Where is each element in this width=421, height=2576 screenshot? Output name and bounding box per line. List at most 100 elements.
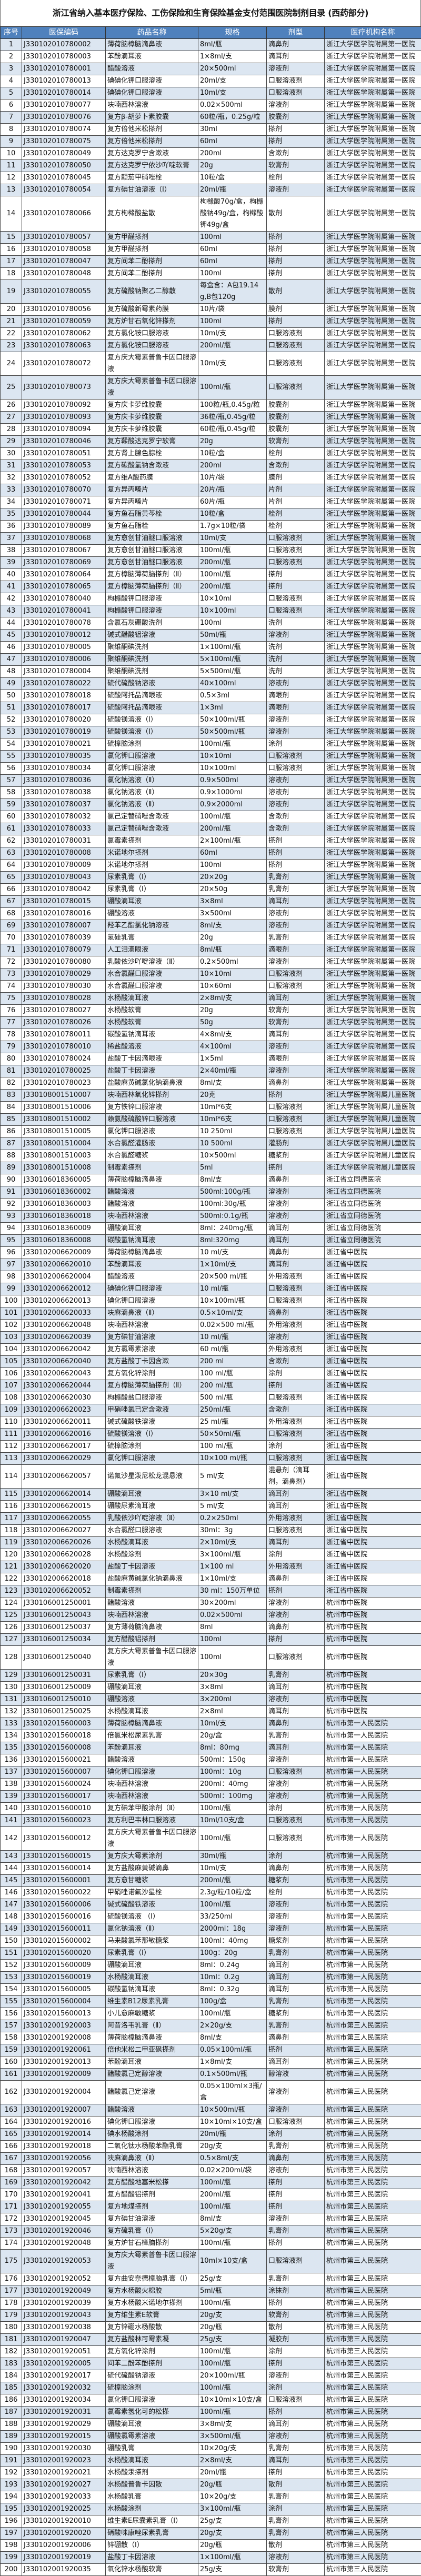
cell-spec: 500ml：150g <box>198 1754 267 1766</box>
cell-institution: 浙江大学医学院附属儿童医院 <box>325 1090 421 1102</box>
cell-institution: 浙江大学医学院附属第一医院 <box>325 352 421 376</box>
cell-dosage-form: 灌肠剂 <box>267 1138 325 1150</box>
cell-spec: 10×100 ml/瓶 <box>198 1453 267 1465</box>
cell-drug-name: 复方水杨酸米诺地尔搽剂 <box>106 2298 198 2310</box>
cell-code: J330102001920014 <box>22 2129 106 2141</box>
cell-spec: 10粒/盒 <box>198 448 267 460</box>
cell-code: J330102001920051 <box>22 2346 106 2358</box>
cell-dosage-form: 外用溶液剂 <box>267 1320 325 1332</box>
cell-seq: 64 <box>1 860 22 872</box>
cell-seq: 67 <box>1 896 22 908</box>
cell-seq: 146 <box>1 1887 22 1899</box>
cell-code: J330102015600023 <box>22 1815 106 1827</box>
cell-seq: 98 <box>1 1271 22 1283</box>
cell-dosage-form: 溶液剂 <box>267 956 325 969</box>
cell-seq: 5 <box>1 87 22 99</box>
cell-seq: 118 <box>1 1525 22 1537</box>
cell-code: J330106018360003 <box>22 1199 106 1211</box>
cell-institution: 杭州市第三人民医院 <box>325 2032 421 2044</box>
cell-dosage-form: 混悬剂（滴耳剂，滴鼻剂） <box>267 1465 325 1489</box>
cell-seq: 145 <box>1 1875 22 1887</box>
cell-spec: 33/250ml <box>198 1911 267 1923</box>
cell-code: J330102001920034 <box>22 2394 106 2407</box>
cell-drug-name: 水杨酸滴耳液 <box>106 1972 198 1984</box>
cell-drug-name: 碳酸氢钠滴耳液 <box>106 1029 198 1041</box>
cell-drug-name: 复方碳酸氢钠含漱液 <box>106 460 198 472</box>
cell-code: J330102001920030 <box>22 2443 106 2455</box>
cell-seq: 38 <box>1 545 22 557</box>
cell-institution: 浙江大学医学院附属第一医院 <box>325 148 421 160</box>
cell-spec: 1×10ml/支 <box>198 1259 267 1271</box>
cell-spec: 100ml/瓶 <box>198 738 267 751</box>
cell-spec: 0.5×10ml/支 <box>198 1307 267 1320</box>
cell-code: J330102010780075 <box>22 136 106 148</box>
cell-drug-name: 硼酸尿素滴耳液 <box>106 1501 198 1513</box>
cell-code: J330102015600012 <box>22 1827 106 1851</box>
cell-code: J330102006620014 <box>22 1489 106 1501</box>
cell-spec: 3×200ml <box>198 1694 267 1706</box>
cell-dosage-form: 溶液剂 <box>267 2165 325 2177</box>
cell-dosage-form: 滴眼剂 <box>267 944 325 956</box>
cell-seq: 119 <box>1 1537 22 1549</box>
cell-code: J330102001920017 <box>22 2370 106 2382</box>
cell-spec: 200ml/瓶 <box>198 2189 267 2201</box>
cell-institution: 浙江大学医学院附属第一医院 <box>325 316 421 328</box>
cell-spec: 25g/支 <box>198 2334 267 2346</box>
cell-code: J330102015600001 <box>22 1875 106 1887</box>
cell-code: J330102001920038 <box>22 2322 106 2334</box>
cell-spec: 25g/支 <box>198 2273 267 2285</box>
cell-code: J330102001920052 <box>22 2273 106 2285</box>
cell-spec: 50g <box>198 1017 267 1029</box>
cell-seq: 49 <box>1 678 22 690</box>
cell-drug-name: 米诺地尔搽剂 <box>106 847 198 860</box>
header-code: 医保编码 <box>22 27 106 39</box>
cell-seq: 66 <box>1 884 22 896</box>
cell-code: J330102010780040 <box>22 593 106 605</box>
cell-code: J330102001920009 <box>22 2069 106 2081</box>
cell-dosage-form: 乳膏剂 <box>267 884 325 896</box>
cell-spec: 50×500ml/瓶 <box>198 726 267 738</box>
cell-seq: 171 <box>1 2201 22 2213</box>
cell-code: J330102010780047 <box>22 256 106 268</box>
cell-spec: 200ml/瓶 <box>198 1875 267 1887</box>
cell-seq: 172 <box>1 2213 22 2225</box>
cell-spec: 60片/瓶 <box>198 496 267 508</box>
cell-institution: 浙江大学医学院附属第一医院 <box>325 617 421 630</box>
cell-code: J330102001920055 <box>22 2201 106 2213</box>
cell-code: J330102010780046 <box>22 436 106 448</box>
cell-code: J330102010780024 <box>22 1053 106 1065</box>
cell-code: J330102015600011 <box>22 1923 106 1935</box>
cell-institution: 浙江大学医学院附属第一医院 <box>325 569 421 581</box>
cell-institution: 浙江大学医学院附属第一医院 <box>325 1053 421 1065</box>
cell-institution: 浙江大学医学院附属第一医院 <box>325 376 421 400</box>
cell-spec: 1×100ml/瓶 <box>198 642 267 654</box>
cell-dosage-form: 滴耳剂 <box>267 1259 325 1271</box>
cell-code: J330102010780089 <box>22 521 106 533</box>
cell-seq: 101 <box>1 1307 22 1320</box>
cell-seq: 51 <box>1 702 22 714</box>
cell-spec: 100粒/瓶,0.45g/粒 <box>198 400 267 412</box>
cell-seq: 178 <box>1 2298 22 2310</box>
cell-spec: 100ml：10g <box>198 1766 267 1779</box>
cell-institution: 浙江大学医学院附属第一医院 <box>325 172 421 184</box>
cell-code: J330102001920025 <box>22 2503 106 2515</box>
